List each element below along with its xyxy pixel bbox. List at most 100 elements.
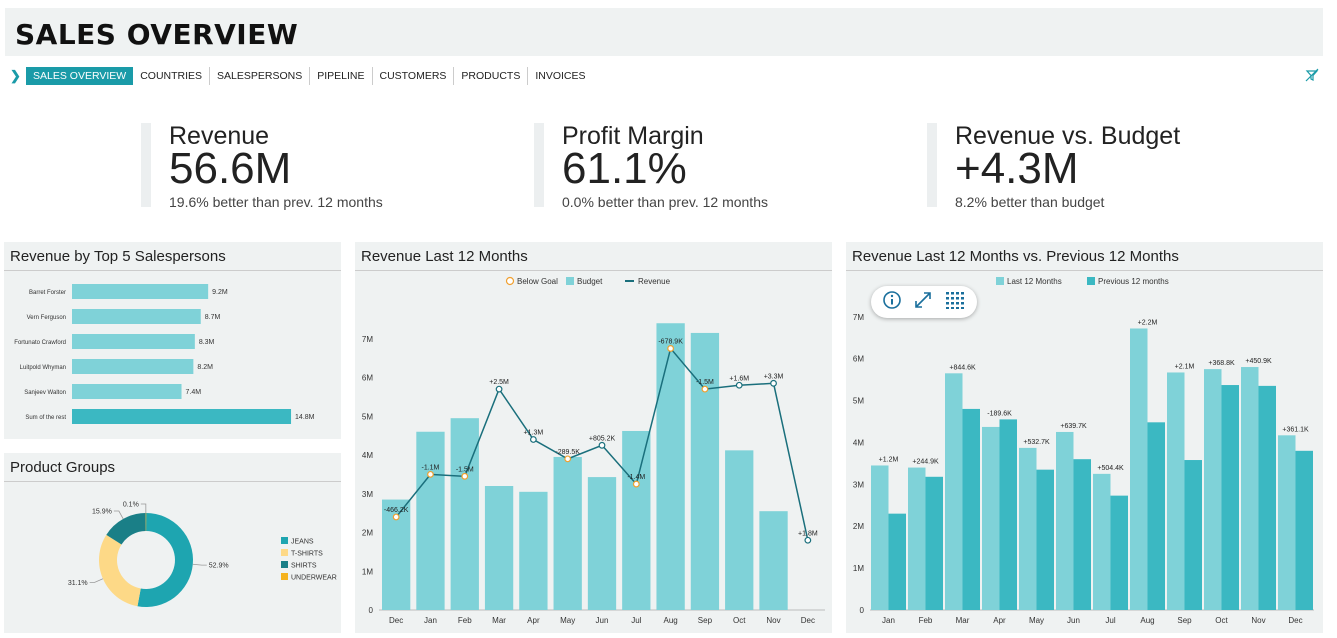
variance-data-label: +504.4K <box>1097 465 1124 472</box>
x-tick-label: Aug <box>1140 616 1154 625</box>
last-12-months-bar <box>1278 435 1296 610</box>
tab-customers[interactable]: CUSTOMERS <box>373 67 455 85</box>
x-tick-label: Apr <box>527 616 540 625</box>
legend-label: Below Goal <box>517 277 558 286</box>
donut-value-label: 52.9% <box>209 563 229 570</box>
last-12-months-bar <box>1167 372 1185 610</box>
last-12-months-bar <box>1204 369 1222 610</box>
chevron-right-icon[interactable]: ❯ <box>10 68 21 83</box>
x-tick-label: Aug <box>663 616 677 625</box>
x-tick-label: Nov <box>1251 616 1265 625</box>
clear-filter-icon[interactable] <box>1305 68 1319 87</box>
x-tick-label: May <box>560 616 575 625</box>
salesperson-label: Barret Forster <box>29 290 66 296</box>
y-tick-label: 4M <box>853 438 864 447</box>
budget-bar <box>656 323 685 610</box>
kpi-subtitle: 19.6% better than prev. 12 months <box>169 194 383 210</box>
kpi-subtitle: 0.0% better than prev. 12 months <box>562 194 768 210</box>
revenue-data-label: +1.6M <box>729 375 749 382</box>
x-tick-label: Feb <box>919 616 933 625</box>
kpi-title: Profit Margin <box>562 122 704 150</box>
x-tick-label: Sep <box>1177 616 1192 625</box>
panel-revenue-12m: Revenue Last 12 Months 0 1M 2M 3M 4M 5M 6M 7M -4… <box>355 242 832 633</box>
page-title: SALES OVERVIEW <box>15 18 299 51</box>
y-tick-label: 3M <box>362 490 373 499</box>
panel-title: Revenue by Top 5 Salespersons <box>10 248 226 265</box>
revenue-point <box>427 470 434 478</box>
y-tick-label: 1M <box>362 567 373 576</box>
salesperson-value-label: 14.8M <box>295 414 315 421</box>
y-tick-label: 3M <box>853 480 864 489</box>
revenue-data-label: +805.2K <box>589 435 616 442</box>
revenue-point <box>804 536 812 544</box>
chart-toolbar <box>871 286 977 318</box>
x-tick-label: Jun <box>596 616 609 625</box>
x-tick-label: Dec <box>801 616 815 625</box>
panel-title: Product Groups <box>10 459 116 476</box>
salespersons-bar-chart: Barret Forster 9.2M Vern Ferguson 8.7M Fortu… <box>14 284 315 424</box>
previous-12-months-bar <box>888 513 906 610</box>
donut-slice <box>145 513 147 532</box>
revenue-data-label: -1.1M <box>422 464 440 471</box>
variance-data-label: +1.2M <box>879 456 899 463</box>
revenue-point <box>598 441 606 449</box>
variance-data-label: +368.8K <box>1208 360 1235 367</box>
budget-bar <box>519 491 548 610</box>
tab-invoices[interactable]: INVOICES <box>535 70 586 82</box>
kpi-value: 56.6M <box>169 144 292 193</box>
previous-12-months-bar <box>1258 385 1276 610</box>
previous-12-months-bar <box>1184 460 1202 610</box>
legend-swatch <box>996 277 1004 285</box>
kpi-profit-margin: Profit Margin 61.1% 0.0% better than pre… <box>534 122 768 210</box>
budget-bar <box>587 477 617 610</box>
legend-label: Last 12 Months <box>1007 277 1062 286</box>
revenue-point <box>667 345 675 352</box>
revenue-data-label: -1.4M <box>627 474 645 481</box>
legend-swatch <box>281 549 288 556</box>
x-tick-label: Mar <box>956 616 970 625</box>
budget-bar <box>450 418 479 610</box>
donut-slice <box>99 534 141 607</box>
revenue-data-label: -289.5K <box>555 449 580 456</box>
x-tick-label: Dec <box>1288 616 1302 625</box>
salesperson-label: Sanjeev Walton <box>24 390 66 396</box>
revenue-data-label: -466.2K <box>384 507 409 514</box>
previous-12-months-bar <box>1036 469 1054 610</box>
donut-leader-line <box>140 503 147 514</box>
salesperson-bar <box>72 284 209 299</box>
previous-12-months-bar <box>1147 422 1165 610</box>
x-tick-label: Jan <box>882 616 895 625</box>
budget-bar <box>690 332 720 610</box>
variance-data-label: +532.7K <box>1023 439 1050 446</box>
variance-data-label: -189.6K <box>987 410 1012 417</box>
previous-12-months-bar <box>1073 459 1091 610</box>
tab-salespersons[interactable]: SALESPERSONS <box>210 67 311 85</box>
salesperson-bar <box>72 309 201 324</box>
kpi-revenue: Revenue 56.6M 19.6% better than prev. 12… <box>141 123 383 210</box>
tab-pipeline[interactable]: PIPELINE <box>310 67 373 85</box>
info-icon[interactable] <box>882 290 902 315</box>
panel-product-groups: Product Groups 52.9% 31.1% 15.9% 0.1% JEANS T… <box>4 453 341 633</box>
budget-bar <box>484 486 514 610</box>
revenue-vs-prev-chart: 0 1M 2M 3M 4M 5M 6M 7M +1.2M Jan +244.9K Feb +844.6K… <box>853 277 1314 625</box>
variance-data-label: +844.6K <box>949 364 976 371</box>
page-header: SALES OVERVIEW <box>5 8 1323 56</box>
previous-12-months-bar <box>999 419 1017 610</box>
product-groups-donut-chart: 52.9% 31.1% 15.9% 0.1% JEANS T-SHIRTS SHIRTS UN… <box>68 502 337 607</box>
budget-bar <box>622 430 651 610</box>
last-12-months-bar <box>945 373 963 610</box>
revenue-data-label: -678.9K <box>658 338 683 345</box>
kpi-value: +4.3M <box>955 144 1079 193</box>
tab-sales-overview[interactable]: SALES OVERVIEW <box>26 67 134 85</box>
tab-countries[interactable]: COUNTRIES <box>133 67 211 85</box>
budget-bar <box>416 431 445 610</box>
last-12-months-bar <box>1093 473 1111 610</box>
budget-bar <box>725 450 754 610</box>
panel-title: Revenue Last 12 Months vs. Previous 12 M… <box>852 248 1179 265</box>
salesperson-label: Vern Ferguson <box>27 315 66 321</box>
tab-products[interactable]: PRODUCTS <box>454 67 529 85</box>
kpi-title: Revenue vs. Budget <box>955 122 1181 150</box>
x-tick-label: Jan <box>424 616 437 625</box>
expand-icon[interactable] <box>913 290 933 315</box>
table-view-icon[interactable] <box>944 290 966 315</box>
